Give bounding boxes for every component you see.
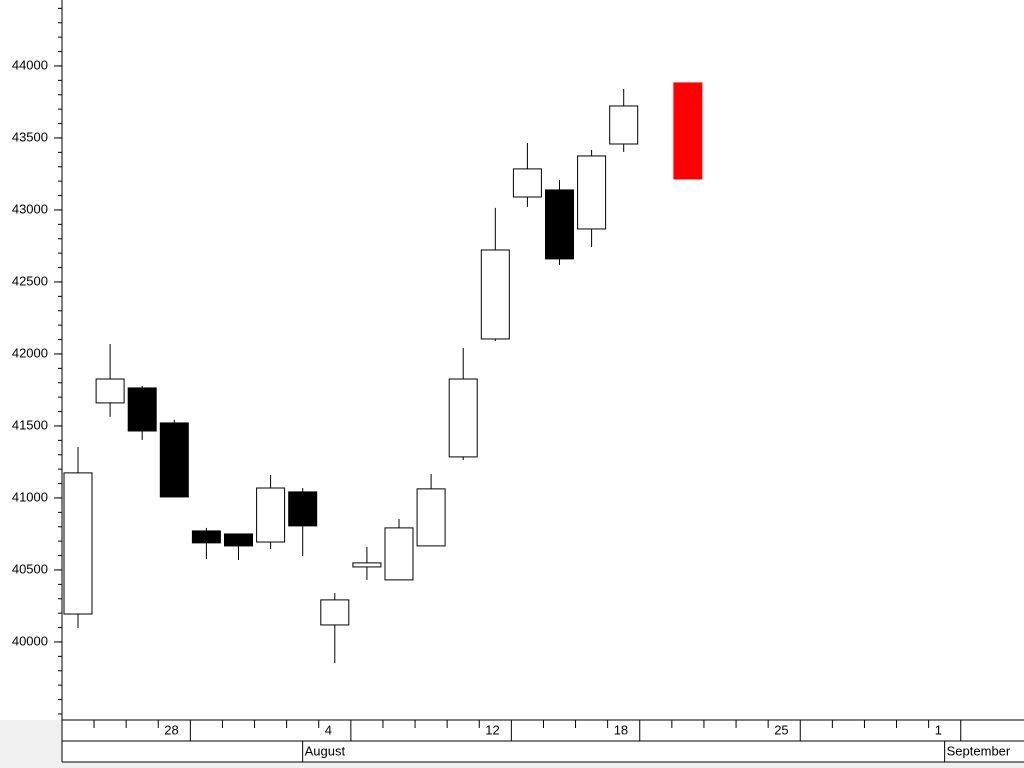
month-label: August [305, 743, 346, 758]
candle-body [577, 155, 607, 230]
y-tick-label: 42000 [12, 345, 48, 360]
candle-body [191, 530, 221, 544]
candle-body [448, 378, 478, 458]
y-tick-label: 43000 [12, 201, 48, 216]
candle-body [416, 488, 446, 547]
candle-body [288, 491, 318, 527]
candle-body [352, 562, 382, 568]
candle-body [159, 422, 189, 498]
candle-body [480, 249, 510, 340]
candle-body [256, 487, 286, 543]
x-tick-label: 12 [485, 722, 499, 737]
candle-body [545, 189, 574, 260]
candle-body [95, 378, 125, 404]
y-tick-label: 44000 [12, 57, 48, 72]
x-tick-label: 25 [774, 722, 788, 737]
x-tick-label: 18 [614, 722, 628, 737]
candle-body [609, 105, 639, 145]
candle-body [127, 387, 157, 432]
candle-body [673, 82, 703, 180]
month-label: September [947, 743, 1011, 758]
y-tick-label: 40000 [12, 633, 48, 648]
x-tick-label: 28 [164, 722, 178, 737]
y-tick-label: 43500 [12, 129, 48, 144]
x-tick-label: 4 [325, 722, 332, 737]
y-tick-label: 40500 [12, 561, 48, 576]
y-tick-label: 42500 [12, 273, 48, 288]
y-tick-label: 41500 [12, 417, 48, 432]
x-tick-label: 1 [935, 722, 942, 737]
candle-body [384, 527, 414, 581]
candle-body [224, 533, 253, 547]
candle-body [63, 472, 93, 615]
candle-body [320, 599, 350, 626]
candle-body [512, 168, 542, 198]
y-tick-label: 41000 [12, 489, 48, 504]
